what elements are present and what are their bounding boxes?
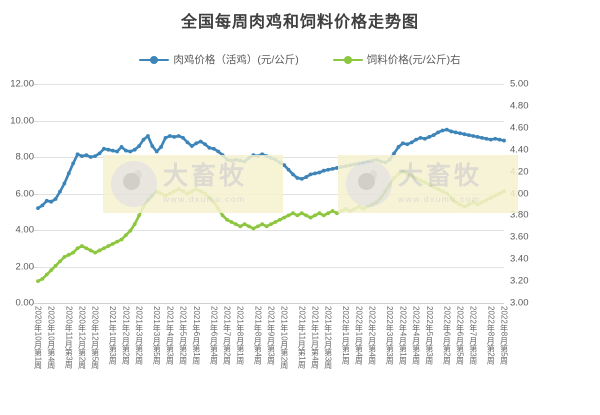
tick-mark bbox=[33, 157, 38, 158]
y-axis-tick-left: 8.00 bbox=[15, 151, 35, 163]
tick-mark bbox=[33, 120, 38, 122]
x-axis-tick: 2022年4月第1周 bbox=[398, 306, 408, 365]
page-title: 全国每周肉鸡和饲料价格走势图 bbox=[180, 14, 419, 31]
x-axis-tick: 2021年1月第3周 bbox=[108, 306, 118, 365]
x-axis-tick: 2021年10月第2周 bbox=[279, 306, 289, 370]
y-axis-tick-right: 3.20 bbox=[510, 275, 529, 287]
x-axis-tick: 2021年11月第4周 bbox=[310, 306, 320, 369]
x-axis-tick: 2021年7月第2周 bbox=[222, 306, 232, 365]
y-axis-tick-right: 3.40 bbox=[510, 253, 529, 265]
y-axis-tick-right: 4.00 bbox=[510, 188, 529, 199]
y-axis-tick-left: 12.00 bbox=[10, 78, 34, 90]
x-axis-tick: 2020年11月第3周 bbox=[64, 306, 74, 369]
legend-swatch-broiler bbox=[139, 55, 170, 65]
y-axis-tick-right: 4.60 bbox=[510, 122, 529, 134]
tick-mark bbox=[33, 193, 38, 195]
y-axis-tick-left: 0.00 bbox=[15, 297, 35, 309]
x-axis-tick: 2022年2月第4周 bbox=[367, 306, 377, 365]
x-axis-tick: 2020年12月第5周 bbox=[90, 306, 100, 370]
x-axis-tick: 2021年11月第1周 bbox=[297, 306, 307, 369]
tick-mark bbox=[33, 266, 38, 268]
legend-label-broiler: 肉鸡价格（活鸡）(元/公斤) bbox=[173, 54, 299, 66]
x-axis-tick: 2021年12月第3周 bbox=[323, 306, 333, 370]
y-axis-tick-right: 3.80 bbox=[510, 209, 529, 221]
x-axis-tick: 2022年5月第3周 bbox=[424, 306, 434, 365]
chart-legend: 肉鸡价格（活鸡）(元/公斤) 饲料价格(元/公斤)右 bbox=[0, 52, 600, 67]
gridline bbox=[38, 230, 504, 231]
y-axis-tick-left: 10.00 bbox=[10, 115, 34, 126]
y-axis-tick-right: 5.00 bbox=[510, 78, 529, 90]
y-axis-tick-left: 4.00 bbox=[15, 224, 35, 236]
x-axis-tick: 2022年1月第1周 bbox=[341, 306, 351, 365]
x-axis-tick: 2020年12月第2周 bbox=[77, 306, 87, 370]
x-axis-labels: 2020年10月第1周 2020年10月第4周 2020年11月第3周 2020年12… bbox=[34, 306, 509, 412]
x-axis-tick: 2022年8月第5周 bbox=[499, 306, 509, 365]
legend-swatch-feed bbox=[332, 55, 363, 65]
x-axis-tick: 2022年7月第3周 bbox=[468, 306, 478, 365]
x-axis-tick: 2022年4月第4周 bbox=[411, 306, 421, 365]
x-axis-tick: 2020年10月第1周 bbox=[33, 306, 43, 370]
tick-mark bbox=[33, 303, 38, 304]
gridline bbox=[38, 84, 504, 85]
gridline bbox=[38, 266, 504, 268]
legend-item-feed[interactable]: 饲料价格(元/公斤)右 bbox=[332, 52, 461, 67]
x-axis-tick: 2022年6月第5周 bbox=[455, 306, 465, 365]
x-axis-tick: 2021年5月第2周 bbox=[178, 306, 188, 365]
y-axis-tick-right: 3.60 bbox=[510, 231, 529, 243]
y-axis-tick-right: 4.80 bbox=[510, 100, 529, 112]
x-axis-tick: 2021年8月第4周 bbox=[253, 306, 263, 365]
x-axis-tick: 2022年8月第2周 bbox=[486, 306, 496, 365]
tick-mark bbox=[33, 230, 38, 231]
y-axis-tick-right: 4.40 bbox=[510, 144, 529, 156]
x-axis-tick: 2021年6月第1周 bbox=[191, 306, 201, 365]
y-axis-tick-left: 6.00 bbox=[15, 188, 35, 199]
x-axis-tick: 2021年9月第3周 bbox=[266, 306, 276, 365]
x-axis-tick: 2021年6月第4周 bbox=[209, 306, 219, 365]
gridline bbox=[38, 120, 504, 122]
x-axis-tick: 2022年6月第2周 bbox=[442, 306, 452, 365]
x-axis-tick: 2022年1月第4周 bbox=[354, 306, 364, 365]
series-lines bbox=[36, 127, 506, 283]
x-axis-tick: 2021年3月第5周 bbox=[152, 306, 162, 365]
y-axis-tick-left: 2.00 bbox=[15, 261, 35, 272]
x-axis-tick: 2021年2月第2周 bbox=[121, 306, 131, 365]
x-axis-tick: 2020年10月第4周 bbox=[46, 306, 56, 370]
x-axis-tick: 2021年3月第2周 bbox=[134, 306, 144, 365]
legend-item-broiler[interactable]: 肉鸡价格（活鸡）(元/公斤) bbox=[139, 52, 299, 67]
y-axis-tick-right: 3.00 bbox=[510, 297, 529, 309]
x-axis-tick: 2022年3月第3周 bbox=[385, 306, 395, 365]
legend-label-feed: 饲料价格(元/公斤)右 bbox=[366, 54, 461, 66]
x-axis-tick: 2021年8月第1周 bbox=[235, 306, 245, 365]
plot-area bbox=[33, 84, 506, 304]
tick-mark bbox=[33, 84, 38, 85]
y-axis-tick-right: 4.20 bbox=[510, 166, 529, 178]
gridline bbox=[38, 303, 504, 304]
x-axis-tick: 2021年4月第3周 bbox=[165, 306, 175, 365]
